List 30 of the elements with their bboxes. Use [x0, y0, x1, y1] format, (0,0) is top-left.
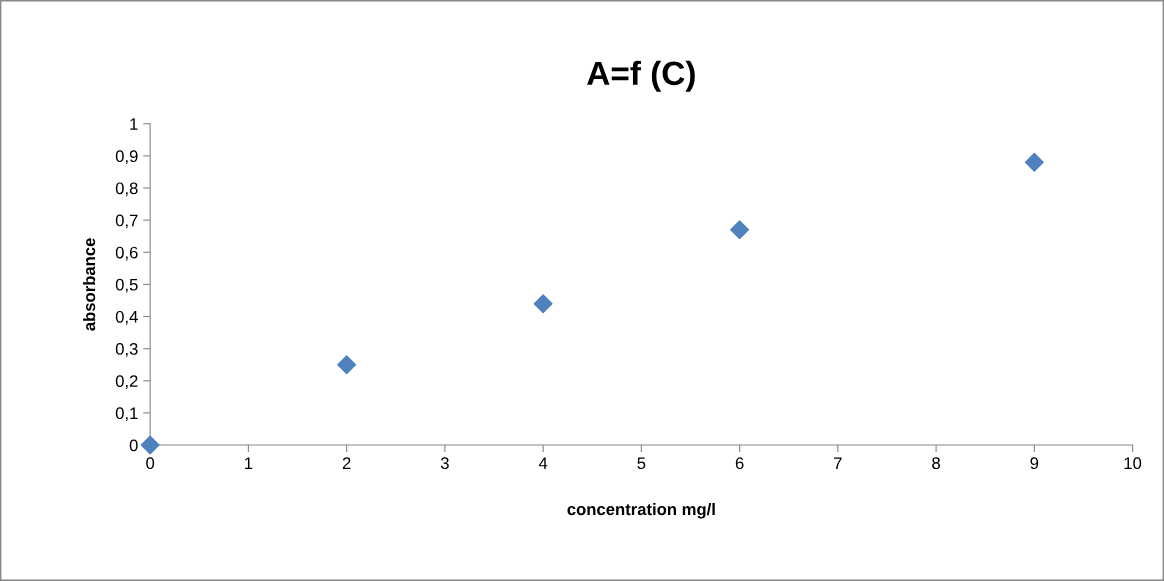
- y-tick-label: 0,4: [115, 310, 138, 325]
- y-tick-label: 1: [130, 118, 138, 130]
- y-tick-label: 0,5: [115, 278, 138, 293]
- x-tick-label: 2: [342, 457, 351, 469]
- point: [140, 435, 160, 455]
- y-tick-label: 0,3: [115, 343, 138, 357]
- x-tick-label: 7: [834, 457, 842, 469]
- y-tick-label: 0,2: [115, 375, 138, 389]
- point: [337, 355, 357, 375]
- x-tick-label: 5: [637, 457, 646, 470]
- x-tick-label: 1: [245, 457, 253, 469]
- point: [533, 294, 553, 314]
- y-tick-label: 0,9: [115, 150, 138, 165]
- y-axis-title: absorbance: [82, 238, 96, 331]
- y-tick-label: 0: [129, 439, 138, 452]
- x-tick-label: 8: [932, 457, 940, 470]
- x-tick-label: 4: [538, 457, 548, 469]
- x-tick-label: 6: [735, 457, 744, 470]
- y-tick-label: 0,1: [115, 407, 138, 422]
- x-axis-title: concentration mg/l: [567, 502, 715, 519]
- y-tick-label: 0,6: [115, 246, 138, 261]
- y-tick-label: 0,7: [115, 214, 138, 229]
- x-tick-label: 0: [146, 457, 155, 470]
- x-tick-label: 3: [440, 457, 449, 470]
- chart-title: A=f (C): [587, 60, 695, 92]
- point: [1024, 152, 1044, 172]
- x-tick-label: 10: [1124, 457, 1142, 470]
- y-tick-label: 0,8: [115, 182, 138, 197]
- x-tick-label: 9: [1030, 457, 1039, 470]
- point: [730, 220, 750, 240]
